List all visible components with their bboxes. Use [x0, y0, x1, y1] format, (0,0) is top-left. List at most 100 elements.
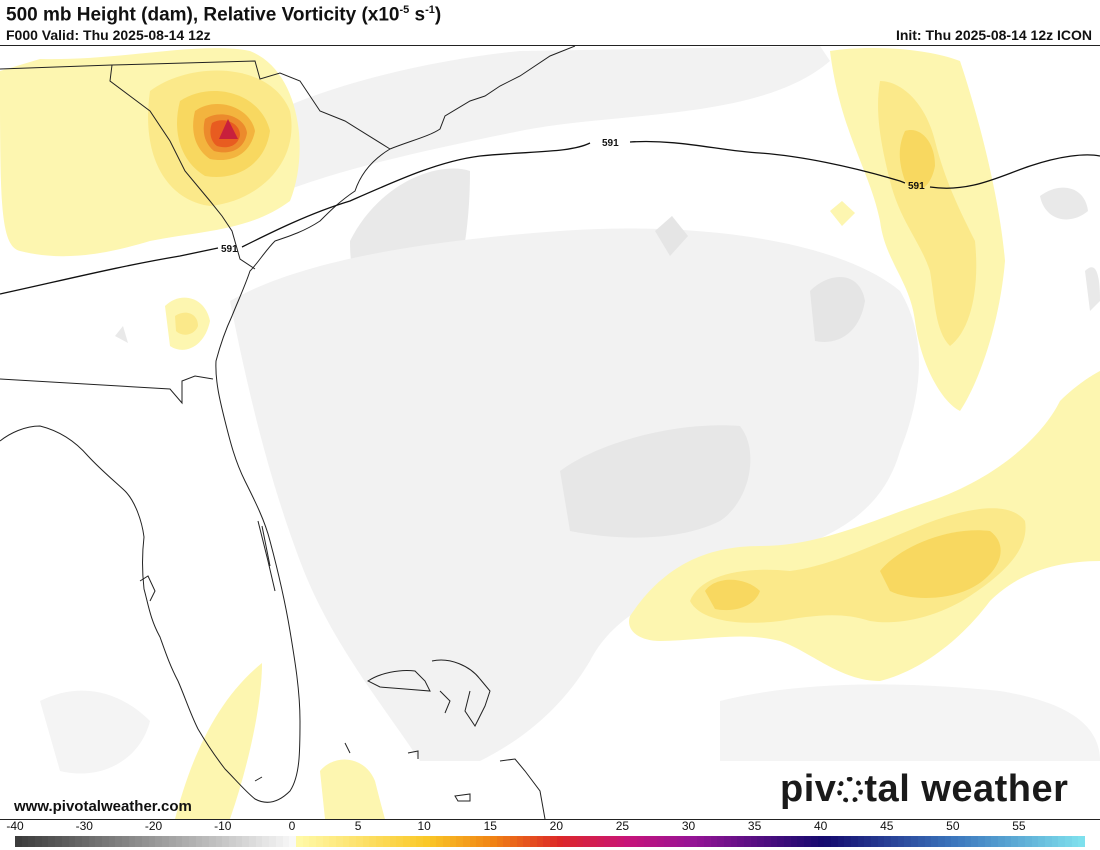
colorbar-swatch	[235, 836, 243, 847]
colorbar-swatch	[322, 836, 330, 847]
colorbar-swatch	[864, 836, 871, 847]
colorbar-swatch	[737, 836, 744, 847]
colorbar-swatch	[1031, 836, 1039, 847]
colorbar-tick-label: 5	[354, 819, 362, 833]
colorbar-swatch	[830, 836, 838, 847]
colorbar-tick-label: -30	[75, 819, 93, 833]
negative-vorticity-areas	[40, 46, 1100, 774]
contour-label: 591	[602, 138, 619, 149]
colorbar-swatch	[543, 836, 550, 847]
colorbar-swatch	[583, 836, 591, 847]
colorbar-swatch	[810, 836, 818, 847]
colorbar-swatch	[784, 836, 791, 847]
colorbar-swatch	[677, 836, 684, 847]
colorbar-swatch	[269, 836, 276, 847]
colorbar	[15, 836, 1085, 847]
colorbar-tick-label: 25	[615, 819, 630, 833]
colorbar-swatch	[135, 836, 143, 847]
colorbar-swatch	[88, 836, 96, 847]
colorbar-swatch	[309, 836, 316, 847]
colorbar-swatch	[302, 836, 310, 847]
colorbar-swatch	[550, 836, 557, 847]
colorbar-swatch	[857, 836, 865, 847]
colorbar-swatch	[483, 836, 490, 847]
colorbar-swatch	[576, 836, 584, 847]
colorbar-swatch	[630, 836, 637, 847]
colorbar-swatch	[871, 836, 878, 847]
colorbar-swatch	[362, 836, 370, 847]
colorbar-swatch	[764, 836, 771, 847]
colorbar-swatch	[509, 836, 517, 847]
colorbar-swatch	[683, 836, 691, 847]
colorbar-swatch	[101, 836, 109, 847]
colorbar-swatch	[289, 836, 296, 847]
colorbar-swatch	[616, 836, 624, 847]
colorbar-swatch	[844, 836, 851, 847]
colorbar-swatch	[115, 836, 122, 847]
colorbar-swatch	[904, 836, 912, 847]
colorbar-swatch	[476, 836, 484, 847]
colorbar-swatch	[35, 836, 42, 847]
colorbar-swatch	[41, 836, 49, 847]
colorbar-tick-label: 15	[483, 819, 497, 833]
colorbar-swatch	[837, 836, 845, 847]
colorbar-swatch	[697, 836, 704, 847]
colorbar-swatch	[315, 836, 323, 847]
colorbar-swatch	[262, 836, 270, 847]
colorbar-swatch	[81, 836, 89, 847]
colorbar-swatch	[804, 836, 811, 847]
colorbar-swatch	[229, 836, 236, 847]
colorbar-swatch	[757, 836, 764, 847]
colorbar-swatch	[1018, 836, 1025, 847]
colorbar-swatch	[797, 836, 805, 847]
colorbar-swatch	[416, 836, 423, 847]
colorbar-swatch	[610, 836, 617, 847]
valid-time: F000 Valid: Thu 2025-08-14 12z	[6, 27, 211, 43]
colorbar-swatch	[777, 836, 785, 847]
site-url[interactable]: www.pivotalweather.com	[14, 798, 192, 815]
colorbar-swatch	[75, 836, 82, 847]
colorbar-swatch	[978, 836, 985, 847]
colorbar-swatch	[1078, 836, 1085, 847]
colorbar-swatch	[1038, 836, 1045, 847]
colorbar-swatch	[28, 836, 36, 847]
colorbar-tick-label: 20	[549, 819, 564, 833]
colorbar-swatch	[336, 836, 343, 847]
colorbar-swatch	[590, 836, 597, 847]
colorbar-swatch	[396, 836, 403, 847]
brand-logo: piv tal weather	[780, 768, 1069, 810]
colorbar-swatch	[877, 836, 885, 847]
colorbar-swatch	[603, 836, 611, 847]
colorbar-swatch	[496, 836, 504, 847]
init-time: Init: Thu 2025-08-14 12z ICON	[895, 27, 1092, 43]
map-panel[interactable]: 591 591 591	[0, 45, 1100, 820]
colorbar-swatch	[770, 836, 778, 847]
colorbar-swatch	[188, 836, 196, 847]
colorbar-swatch	[650, 836, 657, 847]
colorbar-swatch	[436, 836, 443, 847]
colorbar-swatch	[148, 836, 156, 847]
colorbar-swatch	[329, 836, 336, 847]
colorbar-swatch	[295, 836, 303, 847]
colorbar-swatch	[850, 836, 858, 847]
colorbar-swatch	[443, 836, 450, 847]
colorbar-swatch	[469, 836, 477, 847]
colorbar-swatch	[917, 836, 925, 847]
colorbar-swatch	[957, 836, 965, 847]
colorbar-swatch	[195, 836, 203, 847]
colorbar-swatch	[556, 836, 564, 847]
colorbar-swatch	[984, 836, 992, 847]
colorbar-swatch	[717, 836, 724, 847]
colorbar-swatch	[402, 836, 410, 847]
colorbar-swatch	[449, 836, 457, 847]
colorbar-swatch	[710, 836, 718, 847]
colorbar-tick-label: -10	[214, 819, 232, 833]
colorbar-swatch	[670, 836, 678, 847]
colorbar-swatch	[1004, 836, 1012, 847]
colorbar-swatch	[643, 836, 651, 847]
colorbar-swatch	[15, 836, 22, 847]
colorbar-swatch	[790, 836, 798, 847]
colorbar-swatch	[1058, 836, 1065, 847]
colorbar-swatch	[911, 836, 918, 847]
colorbar-swatch	[175, 836, 183, 847]
